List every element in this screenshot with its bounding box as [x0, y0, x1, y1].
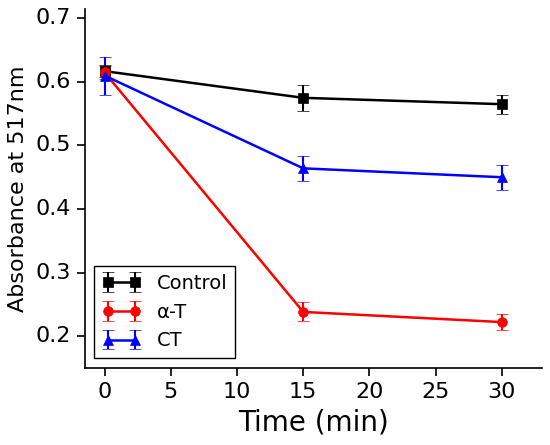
Legend: Control, α-T, CT: Control, α-T, CT [95, 266, 235, 358]
X-axis label: Time (min): Time (min) [238, 409, 388, 437]
Y-axis label: Absorbance at 517nm: Absorbance at 517nm [8, 65, 29, 312]
